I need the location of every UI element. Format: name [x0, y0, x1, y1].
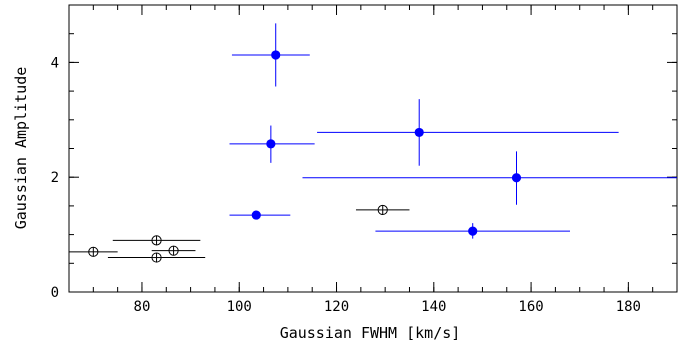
- x-tick-label: 100: [227, 299, 252, 315]
- x-tick-label: 140: [421, 299, 446, 315]
- data-point: [88, 246, 99, 257]
- data-point: [414, 127, 424, 138]
- y-axis-label: Gaussian Amplitude: [12, 67, 30, 230]
- plot-border: [68, 4, 678, 293]
- data-point: [251, 210, 261, 220]
- x-tick-label: 120: [324, 299, 349, 315]
- x-tick-label: 80: [134, 299, 151, 315]
- data-point: [377, 204, 388, 216]
- data-layer: [69, 23, 677, 263]
- data-point: [511, 173, 522, 183]
- data-point: [271, 50, 281, 60]
- data-series: [69, 204, 410, 263]
- data-point: [151, 235, 162, 246]
- data-series: [229, 23, 677, 239]
- data-point: [151, 252, 162, 263]
- y-tick-label: 4: [51, 55, 59, 71]
- y-tick-label: 0: [51, 285, 59, 301]
- x-tick-label: 160: [518, 299, 543, 315]
- y-tick-label: 2: [51, 170, 59, 186]
- plot-frame: [68, 4, 678, 293]
- axis-ticks: 80 100 120 140 160 180 0 2 4: [51, 4, 678, 315]
- data-point: [266, 139, 276, 149]
- x-axis-label: Gaussian FWHM [km/s]: [280, 324, 461, 342]
- data-point: [468, 226, 478, 236]
- x-tick-label: 180: [616, 299, 641, 315]
- data-point: [168, 245, 179, 256]
